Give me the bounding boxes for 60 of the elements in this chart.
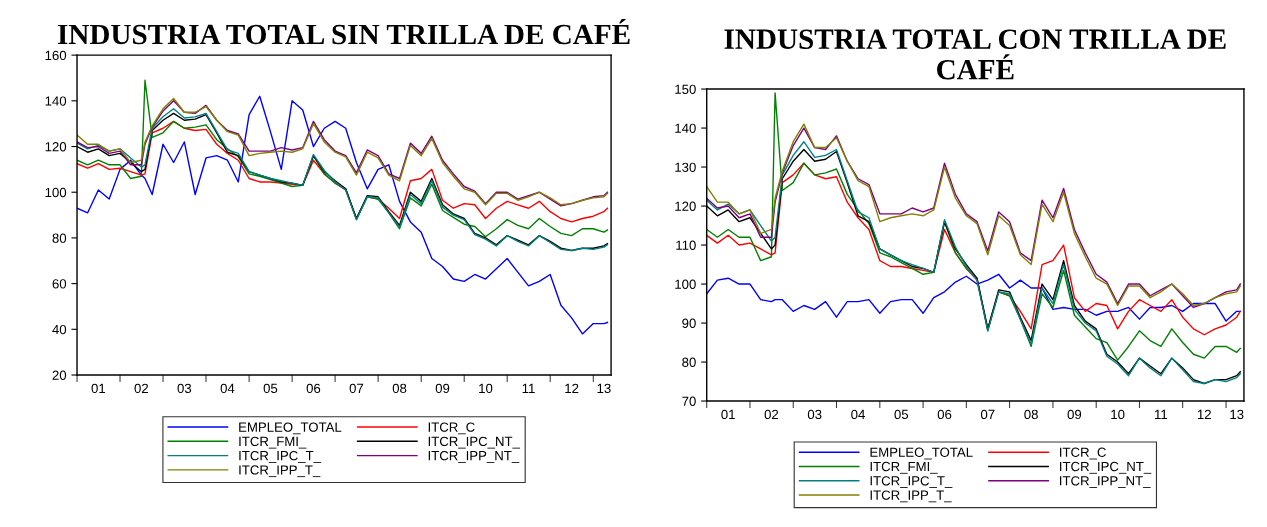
y-tick-label: 140 [45,96,67,106]
y-tick-label: 120 [675,201,696,211]
x-tick-label: 08 [1024,409,1038,420]
y-tick-label: 60 [52,279,67,289]
legend-label: ITCR_C [428,422,475,435]
x-tick-label: 02 [134,383,149,394]
x-tick-label: 10 [479,383,493,394]
x-tick-label: 01 [721,409,735,420]
x-tick-label: 04 [851,409,865,420]
x-tick-label: 12 [1197,409,1211,419]
legend-label: ITCR_IPC_NT_ [1060,461,1152,474]
y-tick-label: 20 [52,370,67,380]
y-tick-label: 130 [675,162,696,172]
x-tick-label: 03 [807,409,822,420]
line-series [706,273,1241,322]
legend-label: ITCR_IPC_T_ [239,450,322,463]
x-tick-label: 06 [937,409,952,420]
y-tick-label: 100 [675,279,696,289]
x-tick-label: 05 [263,383,278,394]
legend-label: ITCR_IPP_T_ [239,465,321,478]
y-tick-label: 70 [682,396,696,406]
y-tick-label: 100 [45,187,67,198]
chart-title: INDUSTRIA TOTAL SIN TRILLA DE CAFÉ [57,19,630,45]
legend-label: EMPLEO_TOTAL [239,422,342,435]
x-tick-label: 07 [980,409,995,420]
legend-label: ITCR_IPP_T_ [870,490,952,503]
legend-label: EMPLEO_TOTAL [870,447,973,460]
legend-label: ITCR_FMI_ [870,461,938,474]
chart-title: INDUSTRIA TOTAL CON TRILLA DE CAFÉ [724,29,1226,80]
x-tick-label: 03 [177,383,192,394]
y-tick-label: 140 [675,123,696,133]
legend-label: ITCR_IPC_T_ [870,476,953,488]
x-tick-label: 01 [91,383,106,394]
x-tick-label: 10 [1111,409,1125,420]
legend-label: ITCR_IPP_NT_ [428,450,520,463]
y-tick-label: 160 [45,50,67,61]
x-tick-label: 05 [894,409,909,420]
legend-label: ITCR_C [1060,447,1106,460]
y-tick-label: 80 [52,233,67,243]
x-tick-label: 13 [597,383,611,394]
legend-label: ITCR_FMI_ [239,436,307,449]
x-tick-label: 12 [565,383,579,393]
x-tick-label: 13 [1230,409,1244,420]
y-tick-label: 40 [52,324,67,335]
x-tick-label: 08 [392,383,407,394]
legend-label: ITCR_IPC_NT_ [428,436,521,449]
x-tick-label: 04 [220,383,235,394]
x-tick-label: 11 [1155,409,1168,419]
x-tick-label: 09 [435,383,450,394]
y-tick-label: 150 [675,84,696,94]
x-tick-label: 11 [522,383,535,393]
y-tick-label: 80 [682,357,696,367]
x-tick-label: 09 [1067,409,1082,420]
x-tick-label: 02 [764,409,779,420]
y-tick-label: 120 [45,142,67,152]
y-tick-label: 110 [676,240,696,250]
x-tick-label: 07 [349,383,364,394]
x-tick-label: 06 [306,383,321,394]
y-tick-label: 90 [682,318,696,328]
legend-label: ITCR_IPP_NT_ [1060,476,1151,488]
